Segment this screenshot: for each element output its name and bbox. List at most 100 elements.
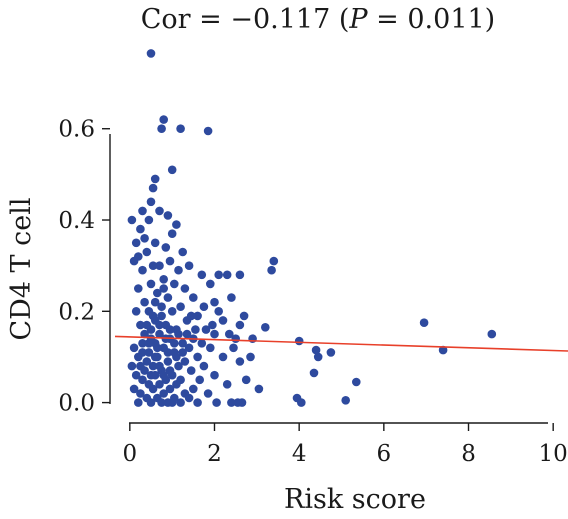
data-point bbox=[189, 293, 198, 302]
data-point bbox=[227, 293, 236, 302]
data-point bbox=[294, 336, 304, 346]
data-point bbox=[210, 370, 219, 380]
data-point bbox=[269, 256, 279, 266]
data-point bbox=[136, 224, 145, 234]
data-point bbox=[155, 361, 164, 371]
data-point bbox=[193, 311, 202, 321]
data-point bbox=[203, 126, 213, 136]
data-point bbox=[138, 265, 147, 275]
data-point bbox=[235, 357, 245, 366]
data-point bbox=[157, 311, 166, 321]
data-point bbox=[313, 352, 323, 362]
x-tick-label: 4 bbox=[292, 441, 307, 467]
data-point bbox=[142, 357, 152, 366]
data-point bbox=[170, 279, 179, 289]
data-point bbox=[326, 348, 336, 357]
points-layer bbox=[127, 49, 497, 407]
data-point bbox=[189, 384, 198, 394]
data-point bbox=[165, 366, 175, 375]
data-point bbox=[201, 325, 211, 334]
data-point bbox=[155, 380, 164, 389]
data-point bbox=[146, 197, 156, 207]
data-point bbox=[229, 343, 238, 353]
data-point bbox=[167, 229, 177, 238]
data-point bbox=[146, 398, 156, 407]
data-point bbox=[159, 370, 168, 380]
data-point bbox=[176, 124, 185, 133]
data-point bbox=[140, 234, 149, 243]
data-point bbox=[167, 307, 177, 316]
data-point bbox=[146, 334, 156, 344]
data-point bbox=[176, 302, 185, 312]
data-point bbox=[161, 243, 171, 252]
data-point bbox=[174, 329, 183, 339]
data-point bbox=[150, 297, 160, 307]
data-point bbox=[165, 384, 175, 394]
data-point bbox=[297, 398, 306, 407]
data-point bbox=[487, 329, 497, 339]
data-point bbox=[134, 398, 143, 407]
chart-title: Cor = −0.117 (P = 0.011) bbox=[141, 4, 495, 35]
data-point bbox=[419, 318, 429, 328]
data-point bbox=[163, 211, 173, 220]
data-point bbox=[163, 348, 173, 357]
data-point bbox=[165, 325, 175, 334]
data-point bbox=[153, 343, 162, 353]
data-point bbox=[254, 384, 264, 394]
data-point bbox=[193, 352, 202, 362]
data-point bbox=[341, 396, 351, 405]
data-point bbox=[180, 284, 190, 293]
data-point bbox=[222, 270, 232, 280]
y-tick-label: 0.6 bbox=[58, 117, 95, 143]
data-point bbox=[167, 165, 177, 175]
y-tick-label: 0.4 bbox=[58, 208, 95, 234]
data-point bbox=[172, 220, 181, 229]
data-point bbox=[144, 348, 154, 357]
data-point bbox=[174, 265, 183, 275]
data-point bbox=[148, 311, 158, 321]
data-point bbox=[184, 261, 194, 271]
data-point bbox=[309, 368, 319, 378]
data-point bbox=[131, 307, 141, 316]
data-point bbox=[163, 293, 173, 302]
data-point bbox=[197, 339, 207, 348]
data-point bbox=[146, 279, 156, 289]
data-point bbox=[227, 398, 236, 407]
data-point bbox=[210, 297, 219, 307]
data-point bbox=[206, 343, 215, 353]
data-point bbox=[206, 279, 215, 289]
data-point bbox=[214, 270, 223, 280]
data-point bbox=[157, 124, 166, 133]
x-tick-label: 0 bbox=[122, 441, 137, 467]
data-point bbox=[159, 275, 168, 284]
data-point bbox=[142, 247, 152, 257]
data-point bbox=[203, 389, 213, 398]
data-point bbox=[214, 307, 223, 316]
data-point bbox=[138, 348, 147, 357]
data-point bbox=[184, 393, 194, 403]
data-point bbox=[218, 352, 228, 362]
data-point bbox=[239, 311, 249, 321]
data-point bbox=[140, 329, 149, 339]
x-axis-title: Risk score bbox=[284, 484, 426, 515]
data-point bbox=[184, 343, 194, 353]
data-point bbox=[178, 247, 187, 257]
data-point bbox=[127, 361, 137, 371]
data-point bbox=[191, 325, 200, 334]
data-point bbox=[155, 320, 164, 330]
data-point bbox=[210, 329, 219, 339]
data-point bbox=[237, 398, 247, 407]
data-point bbox=[136, 361, 145, 371]
chart-title-p: P bbox=[348, 4, 368, 35]
data-point bbox=[218, 316, 228, 325]
data-point bbox=[197, 270, 207, 280]
data-point bbox=[142, 320, 152, 330]
data-point bbox=[148, 361, 158, 371]
data-point bbox=[153, 288, 162, 298]
data-point bbox=[131, 238, 141, 248]
data-point bbox=[235, 320, 245, 330]
data-point bbox=[150, 352, 160, 362]
data-point bbox=[129, 256, 139, 266]
data-point bbox=[155, 329, 164, 339]
